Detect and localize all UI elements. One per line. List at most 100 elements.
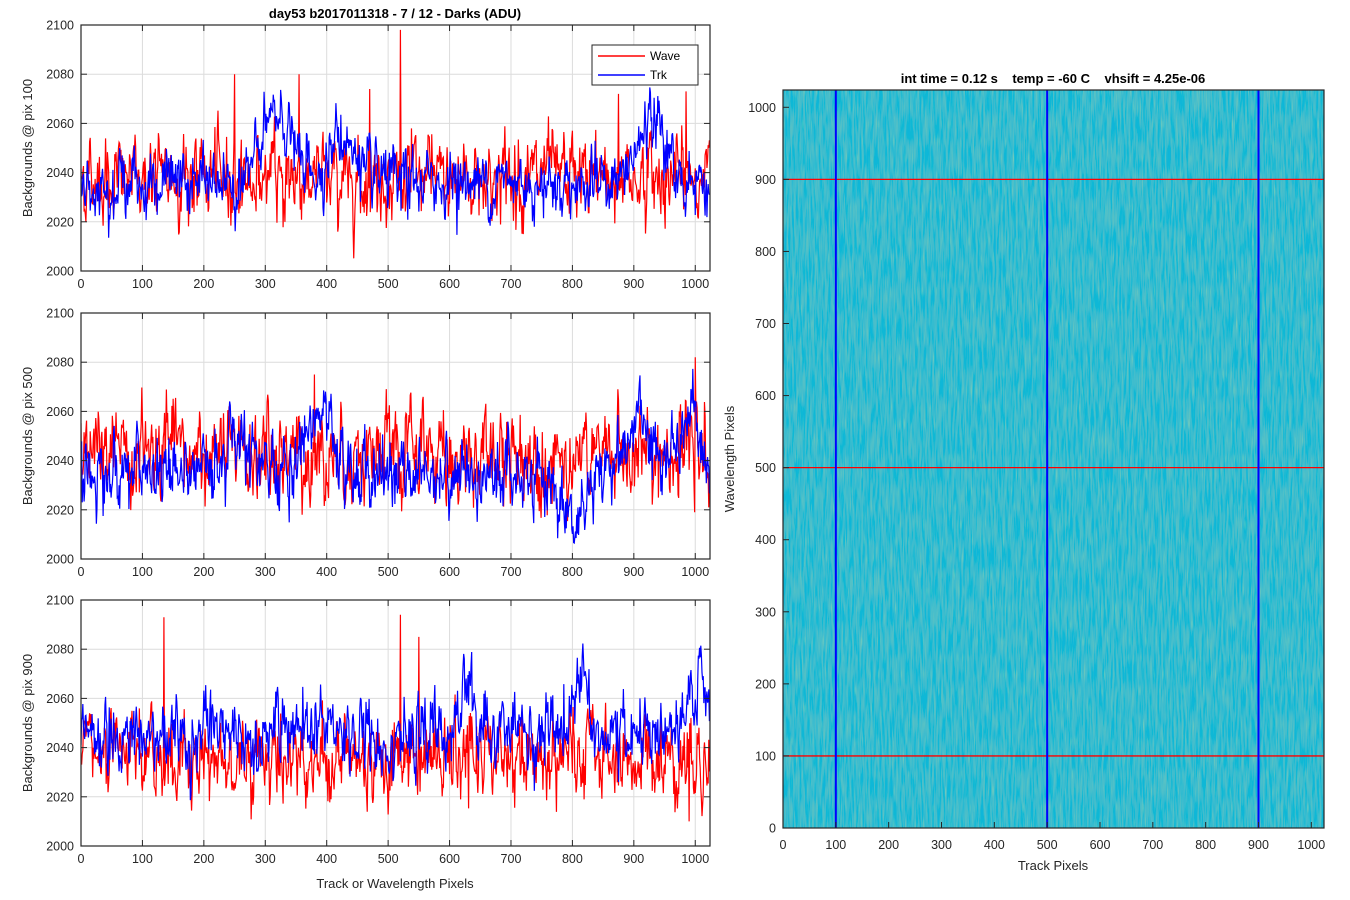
x-tick-label: 500	[378, 277, 399, 291]
chart-title: day53 b2017011318 - 7 / 12 - Darks (ADU)	[269, 6, 521, 21]
x-tick-label: 200	[878, 838, 899, 852]
y-tick-label: 2060	[46, 117, 74, 131]
y-tick-label: 500	[755, 461, 776, 475]
heatmap-speckle	[783, 90, 1324, 828]
heatmap-image	[783, 90, 1324, 828]
line-plot-pix-900: 0 100 200 300 400 500 600 700 800 900 1000 2000 202…	[20, 594, 711, 891]
series-group	[81, 357, 710, 545]
x-tick-label: 700	[501, 277, 522, 291]
y-tick-label: 200	[755, 677, 776, 691]
x-tick-label: 100	[132, 277, 153, 291]
line-plot-pix-100: day53 b2017011318 - 7 / 12 - Darks (ADU)…	[20, 6, 711, 291]
x-tick-labels: 0 100 200 300 400 500 600 700 800 900 1000	[78, 277, 710, 291]
y-tick-labels: 2000 2020 2040 2060 2080 2100	[46, 307, 74, 567]
x-tick-label: 600	[439, 565, 460, 579]
series-group	[81, 29, 710, 259]
x-tick-label: 900	[623, 565, 644, 579]
y-tick-label: 2040	[46, 166, 74, 180]
legend-box	[591, 44, 699, 86]
x-tick-label: 600	[439, 852, 460, 866]
y-tick-label: 2000	[46, 840, 74, 854]
x-tick-label: 1000	[1297, 838, 1325, 852]
x-tick-label: 200	[193, 852, 214, 866]
x-tick-label: 800	[1195, 838, 1216, 852]
plot-border	[80, 24, 711, 272]
y-axis-label: Backgrounds @ pix 100	[20, 79, 35, 217]
x-tick-label: 900	[1248, 838, 1269, 852]
plot-border	[80, 599, 711, 847]
y-tick-label: 2060	[46, 692, 74, 706]
y-tick-label: 2040	[46, 454, 74, 468]
line-plot-pix-500: 0 100 200 300 400 500 600 700 800 900 1000 2000 202…	[20, 307, 711, 579]
tick-marks	[80, 599, 710, 847]
y-tick-label: 2100	[46, 19, 74, 33]
y-tick-label: 600	[755, 389, 776, 403]
y-tick-label: 2060	[46, 405, 74, 419]
y-tick-labels: 2000 2020 2040 2060 2080 2100	[46, 19, 74, 279]
x-tick-label: 700	[501, 565, 522, 579]
y-tick-label: 2020	[46, 503, 74, 517]
y-tick-label: 1000	[748, 101, 776, 115]
heatmap-title: int time = 0.12 s temp = -60 C vhsift = …	[901, 71, 1206, 86]
y-tick-label: 2100	[46, 594, 74, 608]
series-group	[81, 614, 710, 822]
x-tick-label: 200	[193, 565, 214, 579]
x-tick-label: 100	[132, 852, 153, 866]
x-tick-labels: 0 100 200 300 400 500 600 700 800 900 1000	[780, 838, 1326, 852]
y-tick-label: 300	[755, 605, 776, 619]
x-tick-labels: 0 100 200 300 400 500 600 700 800 900 1000	[78, 852, 710, 866]
tick-marks	[80, 24, 710, 272]
tick-marks	[782, 106, 1312, 829]
x-tick-label: 700	[1142, 838, 1163, 852]
y-tick-label: 2100	[46, 307, 74, 321]
x-tick-label: 300	[255, 852, 276, 866]
legend-label-trk: Trk	[650, 68, 668, 82]
x-tick-label: 900	[623, 852, 644, 866]
vertical-marker-lines	[834, 90, 1260, 828]
x-tick-label: 100	[825, 838, 846, 852]
y-axis-label: Backgrounds @ pix 900	[20, 654, 35, 792]
tick-marks	[80, 312, 710, 560]
series-line-trk	[81, 87, 710, 238]
x-tick-label: 0	[78, 852, 85, 866]
y-axis-label: Wavelength Pixels	[722, 405, 737, 512]
series-line-trk	[81, 643, 710, 801]
y-tick-label: 2020	[46, 215, 74, 229]
x-tick-label: 0	[78, 565, 85, 579]
x-tick-label: 800	[562, 852, 583, 866]
y-tick-labels: 0 100 200 300 400 500 600 700 800 900 1000	[748, 101, 776, 836]
y-tick-label: 2020	[46, 790, 74, 804]
y-tick-label: 2000	[46, 553, 74, 567]
y-tick-label: 800	[755, 245, 776, 259]
x-tick-label: 900	[623, 277, 644, 291]
x-tick-label: 200	[193, 277, 214, 291]
y-tick-label: 2080	[46, 356, 74, 370]
x-axis-label: Track Pixels	[1018, 858, 1089, 873]
x-tick-label: 700	[501, 852, 522, 866]
legend: Wave Trk	[591, 44, 699, 86]
y-tick-label: 700	[755, 317, 776, 331]
x-tick-label: 300	[255, 277, 276, 291]
x-tick-label: 800	[562, 277, 583, 291]
x-axis-label: Track or Wavelength Pixels	[316, 876, 474, 891]
x-tick-label: 0	[780, 838, 787, 852]
y-tick-label: 0	[769, 822, 776, 836]
y-tick-labels: 2000 2020 2040 2060 2080 2100	[46, 594, 74, 854]
x-tick-label: 800	[562, 565, 583, 579]
x-tick-label: 0	[78, 277, 85, 291]
y-tick-label: 900	[755, 173, 776, 187]
x-tick-label: 100	[132, 565, 153, 579]
x-tick-label: 300	[255, 565, 276, 579]
heatmap-plot: int time = 0.12 s temp = -60 C vhsift = …	[722, 71, 1325, 873]
y-tick-label: 2040	[46, 741, 74, 755]
x-tick-label: 600	[439, 277, 460, 291]
x-tick-label: 400	[316, 277, 337, 291]
plot-border	[80, 312, 711, 560]
x-tick-label: 1000	[681, 852, 709, 866]
y-tick-label: 400	[755, 533, 776, 547]
x-tick-label: 400	[316, 565, 337, 579]
x-tick-label: 300	[931, 838, 952, 852]
y-tick-label: 100	[755, 749, 776, 763]
y-tick-label: 2080	[46, 643, 74, 657]
